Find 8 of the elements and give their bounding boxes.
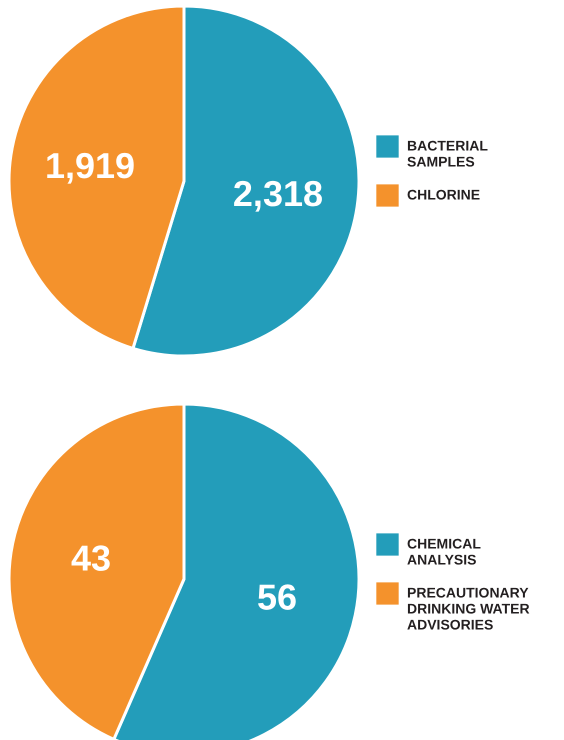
data-label: 1,919 [44,145,136,186]
data-label: 43 [70,538,112,579]
legend-label: CHEMICAL ANALYSIS [407,536,482,568]
legend-label: BACTERIAL SAMPLES [407,138,488,170]
data-label: 56 [256,576,298,618]
legend-label: PRECAUTIONARY DRINKING WATER ADVISORIES [407,584,530,632]
legend-label: CHLORINE [407,186,480,202]
data-label: 2,318 [232,173,324,214]
